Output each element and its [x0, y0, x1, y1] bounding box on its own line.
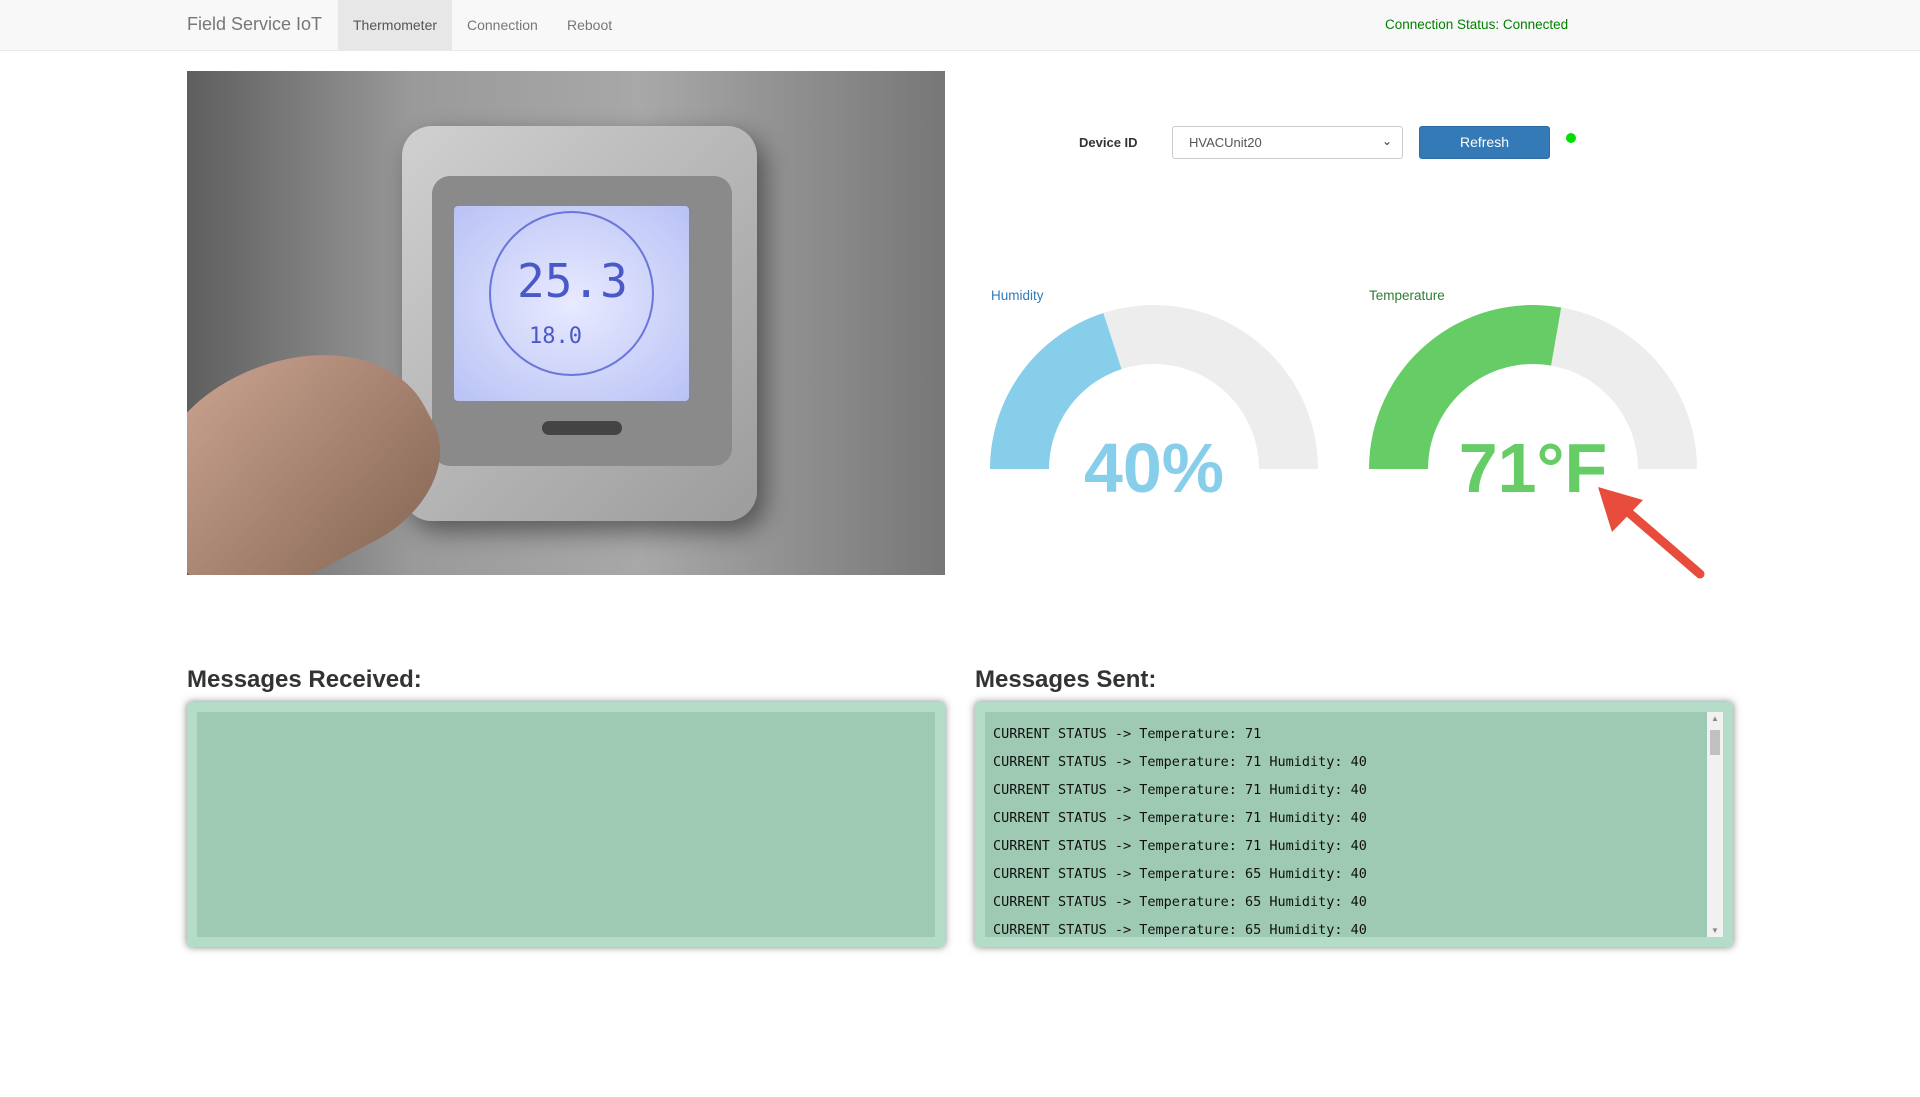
thermostat-screen: 25.3 18.0 — [454, 206, 689, 401]
message-line: CURRENT STATUS -> Temperature: 65 Humidi… — [993, 894, 1367, 910]
messages-received-box — [187, 702, 945, 947]
message-line: CURRENT STATUS -> Temperature: 65 Humidi… — [993, 866, 1367, 882]
humidity-label: Humidity — [991, 288, 1044, 303]
brand[interactable]: Field Service IoT — [187, 14, 323, 34]
message-line: CURRENT STATUS -> Temperature: 71 Humidi… — [993, 782, 1367, 798]
scroll-down-icon[interactable]: ▼ — [1711, 926, 1719, 935]
message-line: CURRENT STATUS -> Temperature: 71 Humidi… — [993, 754, 1367, 770]
chevron-down-icon: ⌄ — [1381, 134, 1392, 148]
message-line: CURRENT STATUS -> Temperature: 71 Humidi… — [993, 838, 1367, 854]
tab-connection[interactable]: Connection — [467, 17, 538, 33]
navbar: Field Service IoT Thermometer Connection… — [0, 0, 1920, 51]
temperature-label: Temperature — [1369, 288, 1445, 303]
display-main: 25.3 — [517, 254, 628, 308]
scrollbar[interactable]: ▲ ▼ — [1707, 712, 1723, 937]
messages-sent-box: CURRENT STATUS -> Temperature: 71 CURRENT… — [975, 702, 1733, 947]
gauge-track — [1103, 305, 1318, 469]
status-indicator-dot — [1566, 133, 1576, 143]
message-line: CURRENT STATUS -> Temperature: 71 Humidi… — [993, 810, 1367, 826]
scroll-up-icon[interactable]: ▲ — [1711, 714, 1719, 723]
messages-received-list[interactable] — [197, 712, 935, 937]
tab-reboot[interactable]: Reboot — [567, 17, 613, 33]
refresh-button[interactable]: Refresh — [1419, 126, 1550, 159]
connection-status: Connection Status: Connected — [1385, 17, 1569, 32]
tab-thermometer[interactable]: Thermometer — [338, 0, 453, 50]
display-set: 18.0 — [529, 324, 582, 349]
dial-ring — [489, 211, 654, 376]
message-line: CURRENT STATUS -> Temperature: 65 Humidi… — [993, 922, 1367, 937]
message-line: CURRENT STATUS -> Temperature: 71 — [993, 726, 1262, 742]
device-id-label: Device ID — [1079, 135, 1138, 150]
messages-received-title: Messages Received: — [187, 666, 422, 693]
thermostat-bezel: 25.3 18.0 — [432, 176, 732, 466]
messages-sent-title: Messages Sent: — [975, 666, 1157, 693]
scrollbar-thumb[interactable] — [1710, 730, 1720, 755]
gauge-fill — [1369, 305, 1562, 469]
thermostat-device: 25.3 18.0 — [402, 126, 757, 521]
thermostat-photo: 25.3 18.0 — [187, 71, 945, 575]
device-id-select[interactable]: HVACUnit20 ⌄ — [1172, 126, 1403, 159]
gauge-track — [1551, 307, 1697, 469]
humidity-value: 40% — [1083, 429, 1225, 507]
messages-sent-list[interactable]: CURRENT STATUS -> Temperature: 71 CURRENT… — [985, 712, 1723, 937]
gauge-fill — [990, 313, 1122, 469]
annotation-arrow — [1598, 487, 1705, 579]
device-slot — [542, 421, 622, 435]
temperature-value: 71°F — [1458, 429, 1608, 507]
device-id-value: HVACUnit20 — [1189, 135, 1262, 150]
